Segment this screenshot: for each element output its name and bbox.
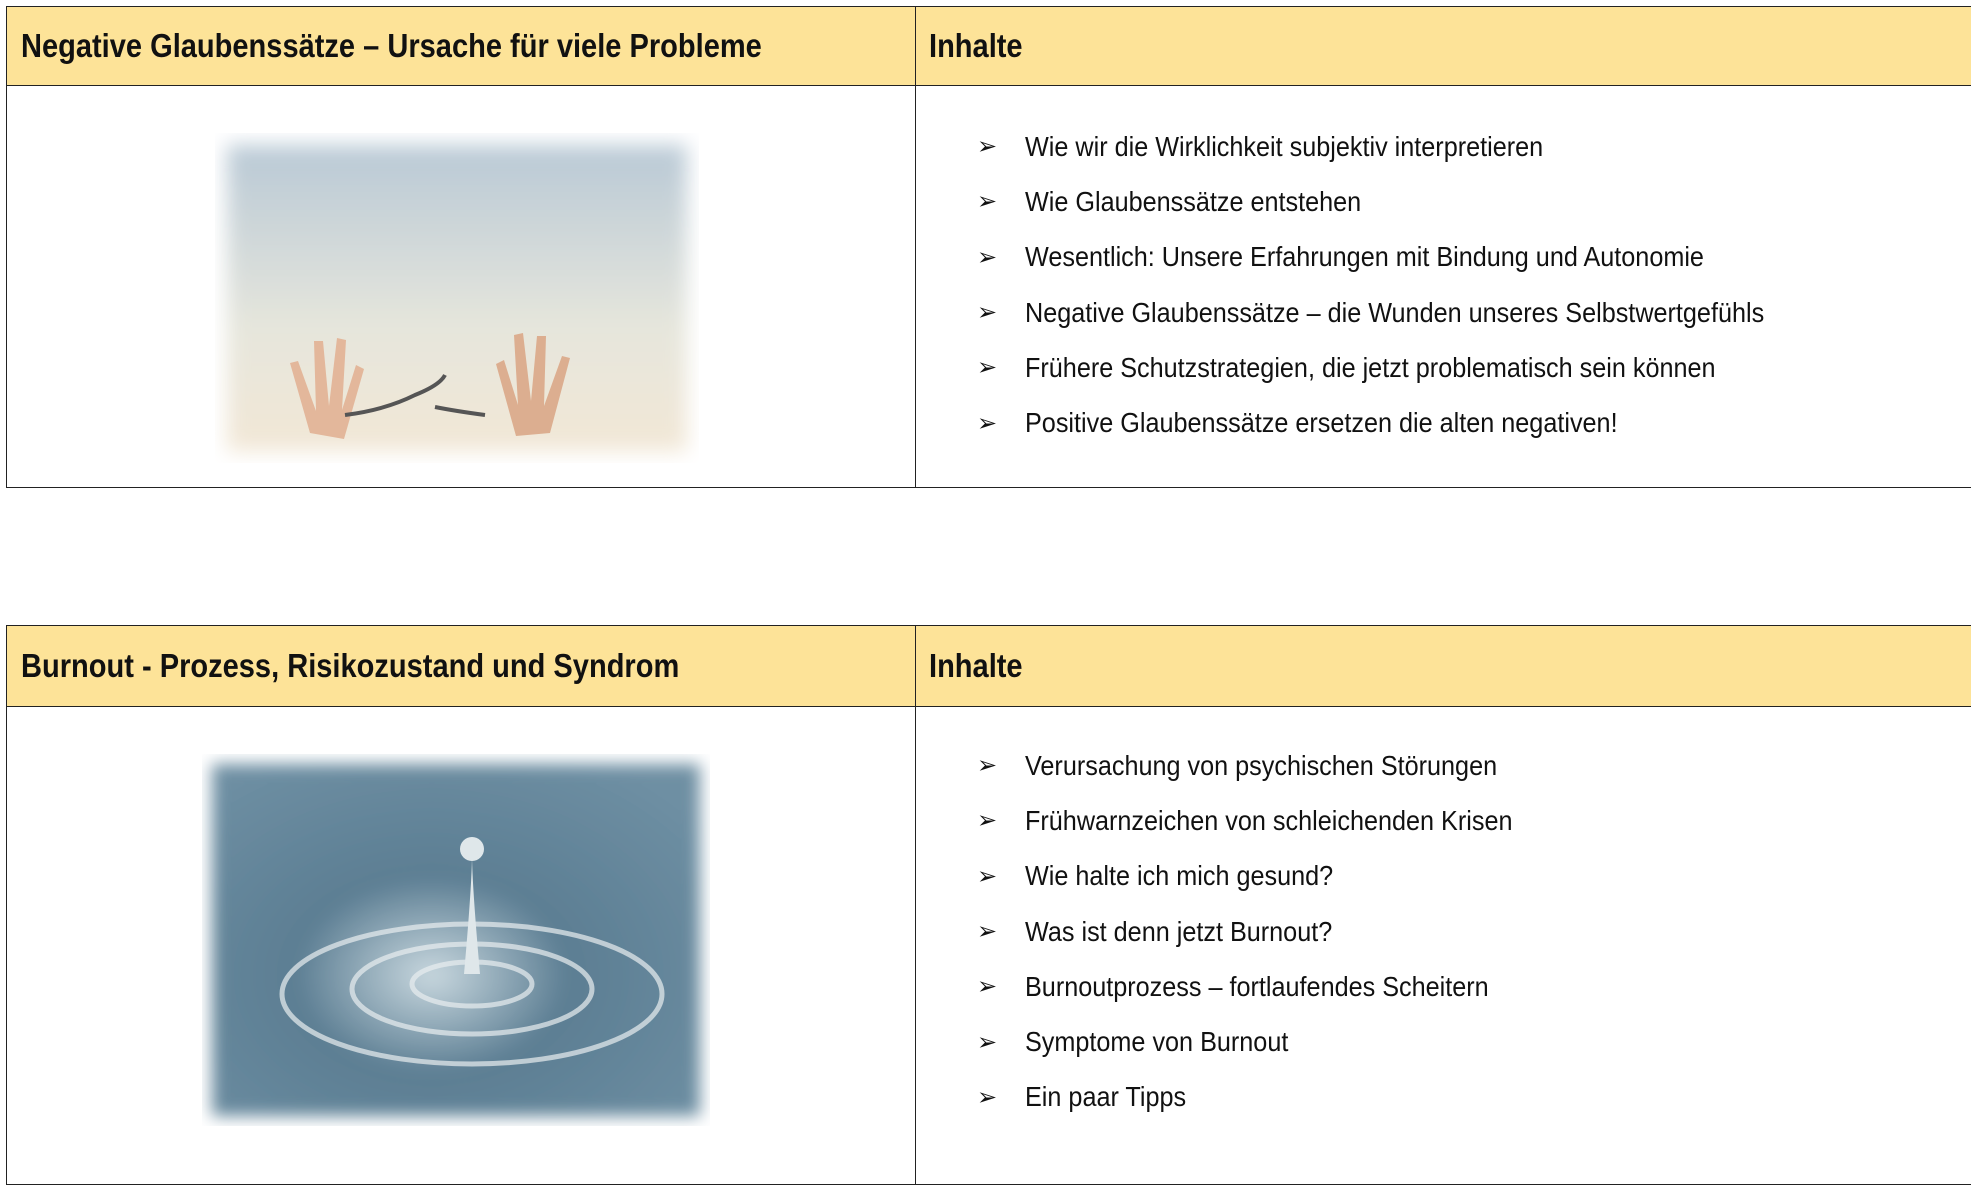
bullet-arrow: ➢ [977, 1028, 998, 1056]
bullet-arrow: ➢ [977, 1083, 998, 1111]
item-text: Wesentlich: Unsere Erfahrungen mit Bindu… [1025, 241, 1704, 273]
item-text: Wie halte ich mich gesund? [1025, 860, 1334, 892]
bullet-arrow: ➢ [977, 752, 998, 780]
item-text: Was ist denn jetzt Burnout? [1025, 915, 1333, 947]
contents-heading: Inhalte [929, 647, 1023, 684]
header-row: Negative Glaubenssätze – Ursache für vie… [7, 7, 1971, 86]
list-item: ➢ Negative Glaubenssätze – die Wunden uns… [977, 285, 1846, 340]
item-text: Positive Glaubenssätze ersetzen die alte… [1025, 407, 1618, 439]
page: {"sections": [ {"title": "Negative Glaub… [6, 6, 1971, 1185]
section-title: Burnout - Prozess, Risikozustand und Syn… [21, 647, 680, 684]
list-item: ➢ Wie wir die Wirklichkeit subjektiv inte… [977, 119, 1846, 174]
list-item: ➢ Burnoutprozess – fortlaufendes Scheiter… [977, 959, 1567, 1014]
column-divider [915, 7, 916, 487]
bullet-arrow: ➢ [977, 807, 998, 835]
contents-heading: Inhalte [929, 27, 1023, 64]
item-text: Frühwarnzeichen von schleichenden Krisen [1025, 804, 1513, 836]
bullet-arrow: ➢ [977, 973, 998, 1001]
item-text: Frühere Schutzstrategien, die jetzt prob… [1025, 351, 1716, 383]
list-item: ➢ Wie Glaubenssätze entstehen [977, 174, 1846, 229]
bullet-arrow: ➢ [977, 243, 998, 271]
item-text: Wie wir die Wirklichkeit subjektiv inter… [1025, 130, 1544, 162]
list-item: ➢ Frühwarnzeichen von schleichenden Krise… [977, 793, 1567, 848]
contents-list: ➢ Wie wir die Wirklichkeit subjektiv inte… [977, 119, 1846, 451]
item-text: Symptome von Burnout [1025, 1026, 1289, 1058]
bullet-arrow: ➢ [977, 918, 998, 946]
item-text: Wie Glaubenssätze entstehen [1025, 185, 1362, 217]
section-table: Negative Glaubenssätze – Ursache für vie… [6, 6, 1971, 488]
contents-list: ➢ Verursachung von psychischen Störungen ➢… [977, 738, 1567, 1125]
bullet-arrow: ➢ [977, 862, 998, 890]
bullet-arrow: ➢ [977, 133, 998, 161]
item-text: Burnoutprozess – fortlaufendes Scheitern [1025, 970, 1489, 1002]
list-item: ➢ Positive Glaubenssätze ersetzen die alt… [977, 395, 1846, 450]
list-item: ➢ Symptome von Burnout [977, 1014, 1567, 1069]
list-item: ➢ Wie halte ich mich gesund? [977, 849, 1567, 904]
illustration [212, 764, 700, 1116]
list-item: ➢ Ein paar Tipps [977, 1070, 1567, 1125]
bullet-arrow: ➢ [977, 409, 998, 437]
column-divider [915, 626, 916, 1184]
section-title: Negative Glaubenssätze – Ursache für vie… [21, 27, 762, 64]
header-row: Burnout - Prozess, Risikozustand und Syn… [7, 626, 1971, 707]
bullet-arrow: ➢ [977, 188, 998, 216]
list-item: ➢ Frühere Schutzstrategien, die jetzt pro… [977, 340, 1846, 395]
item-text: Ein paar Tipps [1025, 1081, 1187, 1113]
item-text: Negative Glaubenssätze – die Wunden unse… [1025, 296, 1765, 328]
bullet-arrow: ➢ [977, 354, 998, 382]
section-table: Burnout - Prozess, Risikozustand und Syn… [6, 625, 1971, 1185]
bullet-arrow: ➢ [977, 299, 998, 327]
list-item: ➢ Verursachung von psychischen Störungen [977, 738, 1567, 793]
item-text: Verursachung von psychischen Störungen [1025, 749, 1498, 781]
list-item: ➢ Wesentlich: Unsere Erfahrungen mit Bind… [977, 230, 1846, 285]
list-item: ➢ Was ist denn jetzt Burnout? [977, 904, 1567, 959]
illustration [227, 145, 687, 451]
